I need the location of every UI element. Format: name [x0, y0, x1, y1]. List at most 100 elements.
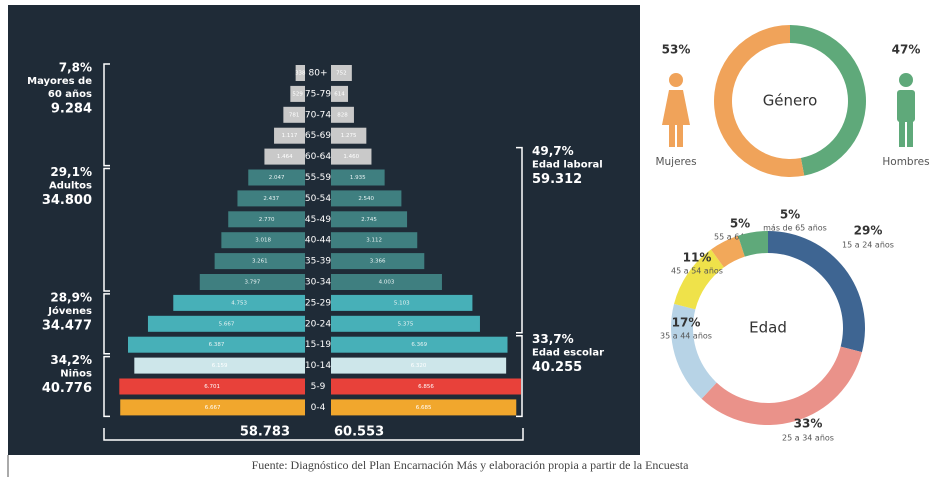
donut-segment — [768, 231, 865, 353]
segment-percent: 17% — [672, 316, 701, 330]
bar — [274, 127, 305, 144]
bar-value-label: 1.935 — [350, 175, 366, 181]
group-bracket — [103, 63, 110, 167]
bar — [331, 336, 508, 353]
age-label: 40-44 — [305, 236, 331, 246]
bar — [331, 399, 517, 416]
bar-value-label: 2.437 — [263, 196, 279, 202]
group-bracket — [516, 334, 523, 418]
segment-percent: 53% — [662, 43, 691, 57]
bar-value-label: 752 — [336, 71, 347, 77]
group-count: 40.255 — [532, 360, 582, 375]
bar-value-label: 1.460 — [343, 154, 359, 160]
bar — [331, 85, 349, 102]
bar — [331, 169, 385, 186]
bar — [264, 148, 305, 165]
age-label: 15-19 — [305, 340, 331, 350]
group-name: 60 años — [48, 89, 92, 100]
pyramid-panel — [8, 5, 640, 455]
bar — [331, 357, 507, 374]
age-label: 75-79 — [305, 89, 331, 99]
icon-leg — [899, 120, 905, 147]
age-label: 50-54 — [305, 194, 331, 204]
age-label: 60-64 — [305, 152, 331, 162]
woman-icon — [662, 73, 690, 147]
bar — [331, 232, 418, 249]
bar-value-label: 1.464 — [277, 154, 293, 160]
bar — [295, 65, 305, 81]
group-percent: 34,2% — [50, 353, 92, 367]
bar-value-label: 1.117 — [282, 133, 298, 139]
age-label: 25-29 — [305, 298, 331, 308]
bar-value-label: 529 — [292, 91, 303, 97]
age-label: 70-74 — [305, 110, 331, 120]
icon-body — [662, 90, 690, 125]
bar — [119, 378, 306, 395]
icon-leg — [669, 120, 675, 147]
donut-title: Edad — [749, 319, 787, 337]
bar-value-label: 3.797 — [245, 280, 261, 286]
group-percent: 29,1% — [50, 165, 92, 179]
bar-value-label: 2.047 — [269, 175, 285, 181]
icon-body — [897, 90, 915, 122]
bar-value-label: 828 — [337, 112, 348, 118]
bar — [331, 106, 354, 123]
bar — [127, 336, 305, 353]
donut-segment — [790, 25, 866, 176]
group-bracket — [103, 167, 110, 292]
group-count: 40.776 — [42, 381, 92, 396]
age-label: 45-49 — [305, 215, 331, 225]
bar — [237, 190, 305, 207]
bar-value-label: 3.366 — [370, 259, 386, 265]
bar-value-label: 6.701 — [204, 384, 220, 390]
segment-percent: 5% — [730, 217, 750, 231]
age-label: 20-24 — [305, 319, 331, 329]
bar — [228, 211, 305, 228]
bar — [283, 106, 305, 123]
bar — [331, 190, 402, 207]
bar-value-label: 6.856 — [418, 384, 434, 390]
segment-percent: 5% — [780, 208, 800, 222]
total-bracket — [103, 428, 524, 441]
group-count: 34.800 — [42, 193, 92, 208]
donut-segment — [710, 235, 745, 268]
bar — [331, 274, 442, 290]
bar — [331, 315, 480, 332]
bar-value-label: 6.667 — [205, 405, 221, 411]
bar-value-label: 5.667 — [219, 321, 235, 327]
donut-title: Género — [763, 92, 818, 110]
segment-label: 25 a 34 años — [782, 434, 834, 443]
bar-value-label: 3.261 — [252, 259, 268, 265]
bar — [120, 399, 305, 416]
bar — [331, 148, 372, 165]
age-label: 35-39 — [305, 257, 331, 267]
total-label: 60.553 — [334, 425, 384, 440]
age-label: 5-9 — [311, 382, 326, 392]
bar-value-label: 4.753 — [231, 300, 247, 306]
age-label: 10-14 — [305, 361, 331, 371]
bar — [331, 378, 521, 395]
group-name: Jóvenes — [47, 305, 92, 317]
segment-label: 35 a 44 años — [660, 332, 712, 341]
group-percent: 49,7% — [532, 144, 574, 158]
age-label: 0-4 — [311, 403, 326, 413]
bar — [331, 294, 473, 311]
bar — [331, 65, 352, 81]
bar — [214, 253, 305, 270]
bar — [199, 274, 305, 290]
bar — [134, 357, 305, 374]
group-name: Mayores de — [27, 76, 92, 87]
donut-segment — [674, 249, 724, 310]
donut-segment — [671, 303, 717, 399]
group-percent: 33,7% — [532, 332, 574, 346]
bar-value-label: 1.275 — [341, 133, 357, 139]
age-label: 30-34 — [305, 278, 331, 288]
bar-value-label: 2.770 — [259, 217, 275, 223]
group-count: 34.477 — [42, 318, 92, 333]
group-percent: 7,8% — [59, 61, 92, 75]
group-name: Edad laboral — [532, 160, 603, 171]
bar-value-label: 3.112 — [366, 238, 382, 244]
segment-label: 15 a 24 años — [842, 241, 894, 250]
group-name: Adultos — [49, 181, 92, 192]
